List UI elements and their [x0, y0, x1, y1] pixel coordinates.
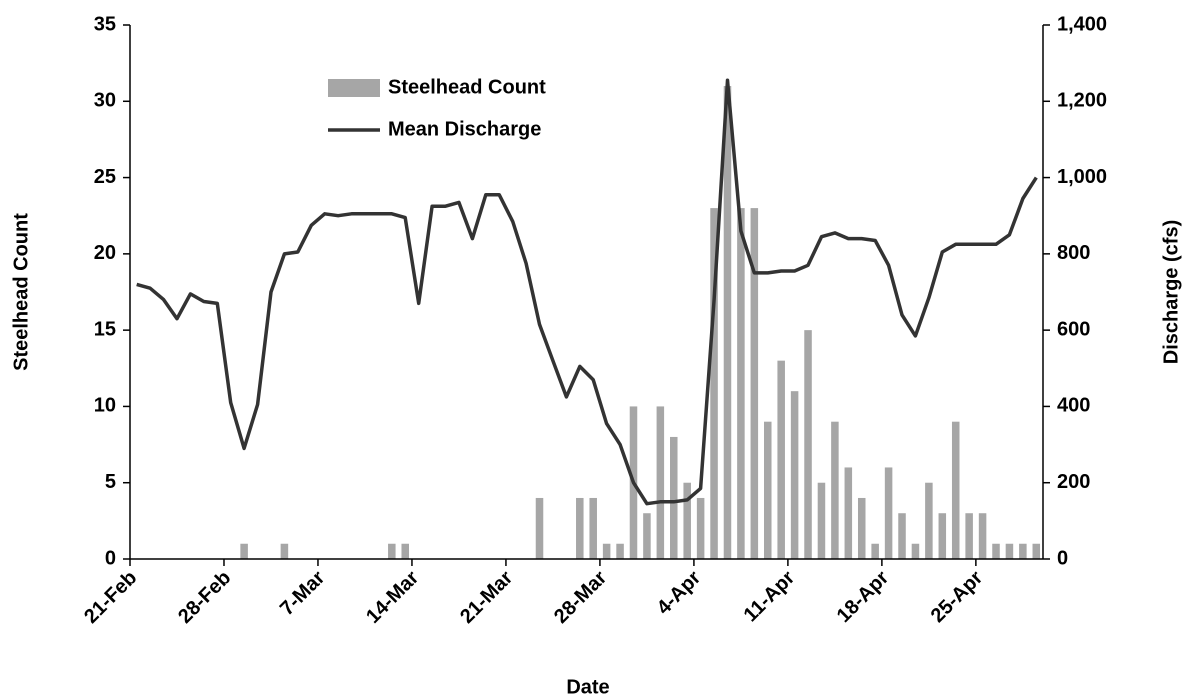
bar [965, 513, 973, 559]
x-axis-label: Date [566, 676, 609, 698]
bar [992, 543, 1000, 559]
y-axis-label: Steelhead Count [10, 213, 32, 371]
x-tick-label: 4-Apr [653, 567, 706, 620]
y2-tick-label: 400 [1057, 395, 1090, 417]
bar [951, 421, 960, 559]
y2-tick-label: 1,000 [1057, 166, 1107, 188]
legend-label: Steelhead Count [388, 76, 546, 98]
bar [871, 543, 879, 559]
bar [535, 497, 544, 559]
bar [723, 86, 732, 560]
y-tick-label: 20 [94, 242, 116, 264]
y-tick-label: 35 [94, 13, 116, 35]
bar [898, 513, 906, 559]
y-tick-label: 10 [94, 395, 116, 417]
legend-swatch [328, 79, 380, 97]
x-tick-label: 25-Apr [927, 567, 988, 628]
y-tick-label: 25 [94, 166, 116, 188]
bar [911, 543, 920, 559]
y2-tick-label: 600 [1057, 318, 1090, 340]
y2-axis-label: Discharge (cfs) [1160, 220, 1182, 365]
bar [938, 513, 947, 559]
y2-tick-label: 1,400 [1057, 13, 1107, 35]
bar [804, 330, 812, 559]
y2-tick-label: 0 [1057, 547, 1068, 569]
bar [777, 360, 785, 559]
line [136, 78, 1038, 506]
x-tick-label: 21-Mar [456, 567, 517, 628]
y-tick-label: 15 [94, 318, 116, 340]
y2-tick-label: 800 [1057, 242, 1090, 264]
bar [643, 513, 651, 559]
x-tick-label: 18-Apr [833, 567, 894, 628]
x-tick-label: 14-Mar [362, 567, 423, 628]
bar [280, 543, 289, 559]
bar [670, 436, 678, 559]
bar [1005, 543, 1014, 559]
bar [616, 543, 624, 559]
bar [683, 482, 691, 559]
bar [857, 497, 866, 559]
bar [1019, 543, 1027, 559]
bar [978, 513, 987, 559]
bar [925, 482, 933, 559]
bar [790, 391, 799, 559]
x-tick-label: 28-Mar [550, 567, 611, 628]
legend-label: Mean Discharge [388, 118, 541, 140]
y-tick-label: 0 [105, 547, 116, 569]
y2-tick-label: 200 [1057, 471, 1090, 493]
x-tick-label: 7-Mar [276, 567, 329, 620]
bar [831, 421, 839, 559]
bar [240, 543, 248, 559]
y2-tick-label: 1,200 [1057, 90, 1107, 112]
bar [750, 208, 759, 560]
bar [696, 497, 705, 559]
bar [656, 406, 665, 559]
bar [401, 543, 410, 559]
bar [737, 208, 745, 560]
bar [710, 208, 718, 560]
bar [817, 482, 826, 559]
bar [589, 497, 597, 559]
bar [388, 543, 396, 559]
x-tick-label: 21-Feb [80, 567, 141, 628]
bar [844, 467, 853, 559]
bar [1032, 543, 1041, 559]
bar [763, 421, 772, 559]
y-tick-label: 30 [94, 90, 116, 112]
x-tick-label: 11-Apr [740, 567, 800, 627]
y-tick-label: 5 [105, 471, 116, 493]
bar [602, 543, 611, 559]
x-tick-label: 28-Feb [174, 567, 235, 628]
bar [576, 497, 584, 559]
bar [884, 467, 893, 559]
